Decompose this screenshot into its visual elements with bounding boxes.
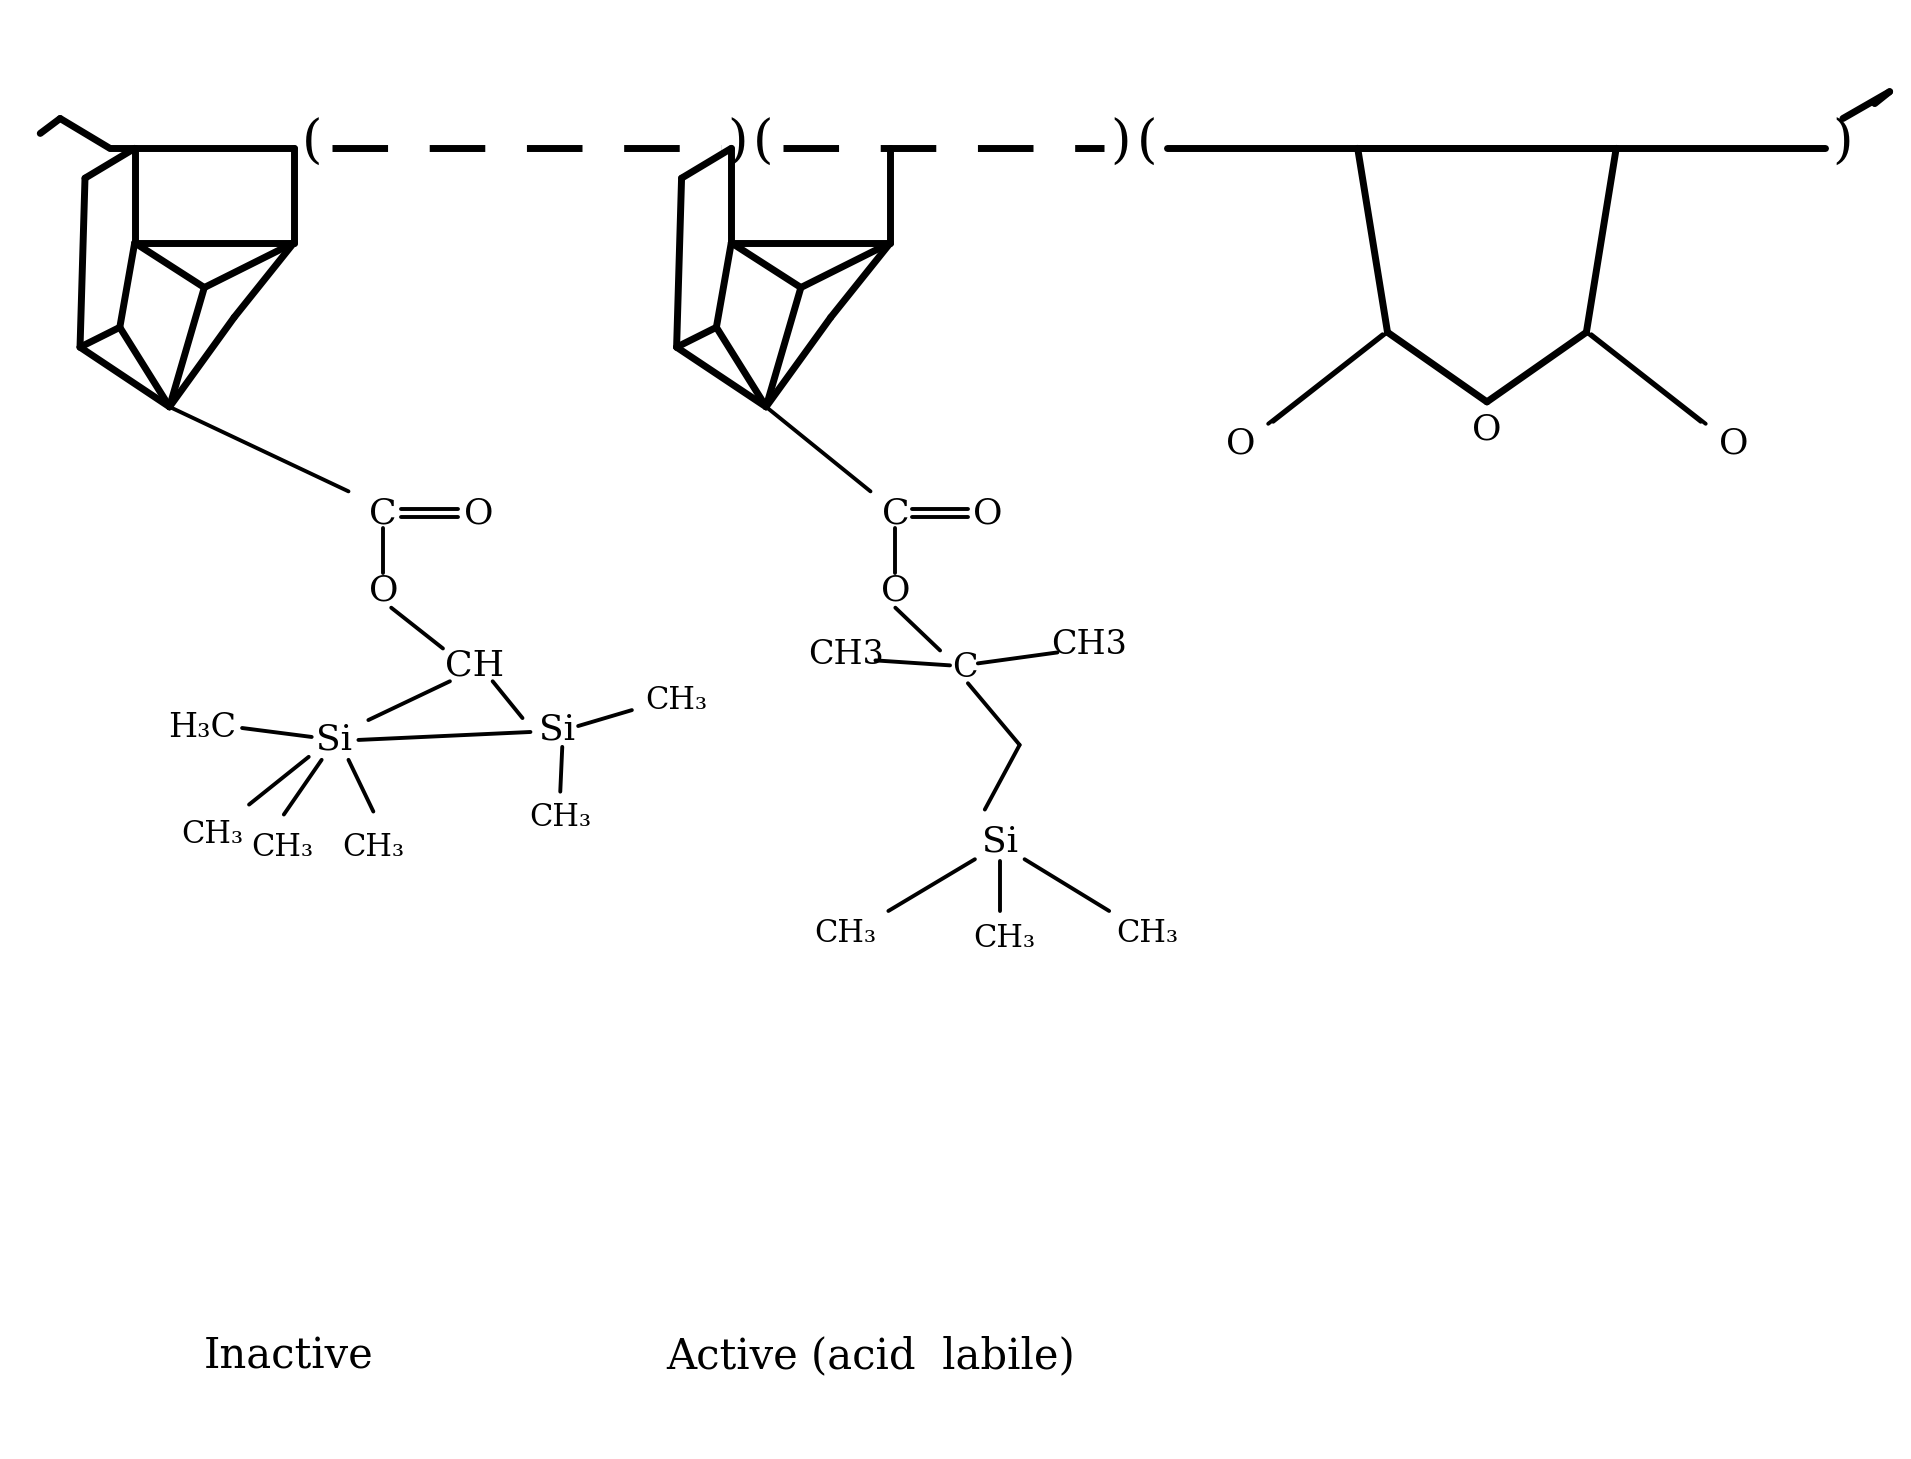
- Text: O: O: [881, 573, 910, 608]
- Text: CH₃: CH₃: [182, 818, 243, 851]
- Text: ): ): [1833, 118, 1854, 169]
- Text: O: O: [973, 496, 1003, 530]
- Text: O: O: [464, 496, 493, 530]
- Text: O: O: [1225, 426, 1256, 461]
- Text: CH₃: CH₃: [646, 684, 707, 716]
- Text: Si: Si: [315, 724, 352, 757]
- Text: CH₃: CH₃: [814, 918, 877, 950]
- Text: ): ): [1110, 118, 1131, 169]
- Text: Active (acid  labile): Active (acid labile): [667, 1335, 1074, 1377]
- Text: CH₃: CH₃: [1116, 918, 1177, 950]
- Text: O: O: [1471, 413, 1502, 446]
- Text: C: C: [952, 652, 978, 684]
- Text: C: C: [881, 496, 910, 530]
- Text: (: (: [1137, 118, 1158, 169]
- Text: O: O: [1718, 426, 1749, 461]
- Text: Si: Si: [982, 824, 1019, 858]
- Text: ): ): [726, 118, 747, 169]
- Text: (: (: [753, 118, 774, 169]
- Text: CH3: CH3: [808, 639, 883, 671]
- Text: O: O: [369, 573, 397, 608]
- Text: (: (: [302, 118, 321, 169]
- Text: CH₃: CH₃: [529, 802, 590, 833]
- Text: CH₃: CH₃: [250, 832, 313, 862]
- Text: CH₃: CH₃: [975, 924, 1036, 954]
- Text: Si: Si: [539, 713, 575, 747]
- Text: H₃C: H₃C: [168, 712, 237, 744]
- Text: CH₃: CH₃: [342, 832, 405, 862]
- Text: CH: CH: [445, 648, 505, 683]
- Text: CH3: CH3: [1051, 629, 1127, 661]
- Text: C: C: [369, 496, 397, 530]
- Text: Inactive: Inactive: [204, 1335, 375, 1377]
